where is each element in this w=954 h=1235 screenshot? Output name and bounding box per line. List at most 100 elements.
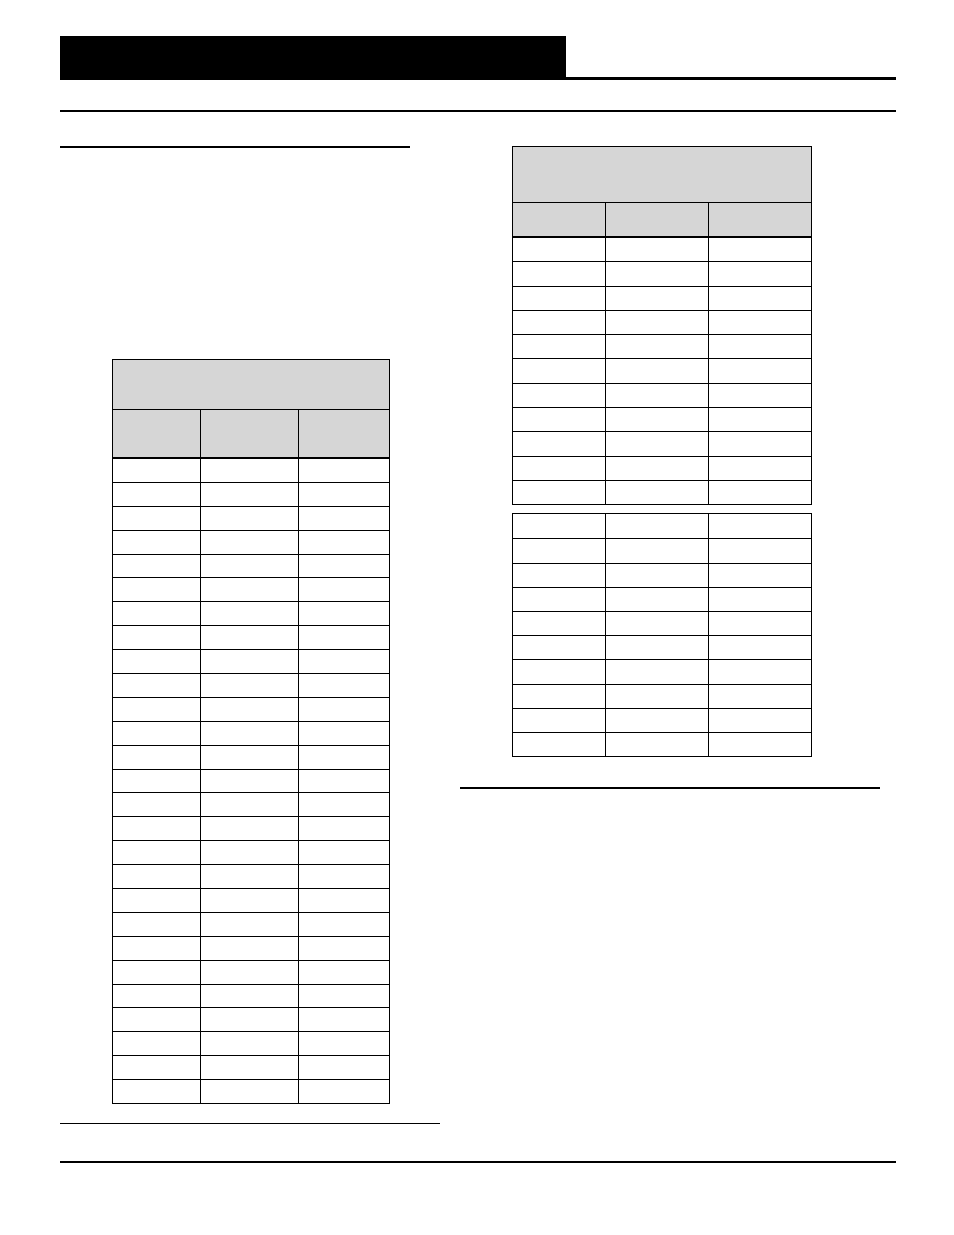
table-cell (606, 684, 708, 708)
table-cell (113, 769, 201, 793)
table-row (513, 732, 811, 756)
table-cell (513, 261, 606, 285)
table-cell (606, 456, 708, 480)
table-row (113, 769, 389, 793)
table-row (513, 563, 811, 587)
table-cell (113, 721, 201, 745)
table-row (513, 708, 811, 732)
table-cell (201, 984, 298, 1008)
table-cell (299, 912, 389, 936)
table-cell (113, 936, 201, 960)
table-cell (606, 587, 708, 611)
table-cell (709, 514, 811, 538)
table-cell (709, 563, 811, 587)
right-table-col-head (709, 203, 811, 237)
table-row (113, 1007, 389, 1031)
right-table (512, 146, 812, 757)
left-footnote-rule (60, 1123, 440, 1124)
left-table-title (113, 360, 389, 410)
table-cell (113, 1055, 201, 1079)
table-cell (113, 1031, 201, 1055)
table-cell (606, 732, 708, 756)
table-cell (299, 506, 389, 530)
table-row (113, 936, 389, 960)
table-row (113, 530, 389, 554)
table-cell (513, 684, 606, 708)
table-cell (709, 286, 811, 310)
table-cell (113, 840, 201, 864)
table-row (113, 792, 389, 816)
table-row (513, 261, 811, 285)
table-row (513, 635, 811, 659)
table-cell (201, 936, 298, 960)
table-cell (299, 769, 389, 793)
table-cell (513, 563, 606, 587)
table-cell (201, 601, 298, 625)
table-cell (299, 864, 389, 888)
table-cell (513, 237, 606, 261)
table-cell (201, 1007, 298, 1031)
table-cell (113, 601, 201, 625)
table-cell (513, 334, 606, 358)
table-row (113, 577, 389, 601)
left-table-col-head (299, 410, 389, 458)
table-cell (606, 310, 708, 334)
table-row (113, 1055, 389, 1079)
table-row (113, 697, 389, 721)
table-cell (606, 611, 708, 635)
right-table-head (513, 203, 811, 237)
table-cell (201, 721, 298, 745)
right-table-title (513, 147, 811, 203)
table-cell (299, 1079, 389, 1103)
table-row (113, 458, 389, 482)
table-cell (113, 458, 201, 482)
table-cell (113, 530, 201, 554)
table-cell (709, 431, 811, 455)
table-cell (513, 358, 606, 382)
table-cell (113, 816, 201, 840)
table-cell (606, 538, 708, 562)
table-row (513, 431, 811, 455)
top-rule (60, 110, 896, 112)
table-cell (299, 601, 389, 625)
table-cell (709, 358, 811, 382)
table-cell (201, 912, 298, 936)
table-cell (606, 480, 708, 504)
table-row (113, 721, 389, 745)
table-cell (709, 456, 811, 480)
table-row (113, 840, 389, 864)
table-row (113, 888, 389, 912)
table-row (513, 538, 811, 562)
table-cell (513, 635, 606, 659)
table-cell (113, 745, 201, 769)
table-cell (201, 530, 298, 554)
table-cell (201, 673, 298, 697)
right-table-bottom (512, 513, 812, 757)
title-banner (60, 36, 566, 80)
table-cell (201, 554, 298, 578)
table-cell (606, 514, 708, 538)
table-cell (113, 506, 201, 530)
table-cell (113, 792, 201, 816)
table-cell (299, 554, 389, 578)
table-cell (513, 514, 606, 538)
table-cell (201, 840, 298, 864)
table-cell (513, 587, 606, 611)
table-cell (201, 1055, 298, 1079)
table-row (113, 601, 389, 625)
table-cell (113, 864, 201, 888)
table-cell (299, 1055, 389, 1079)
table-row (513, 480, 811, 504)
table-cell (513, 480, 606, 504)
table-cell (513, 407, 606, 431)
table-row (513, 456, 811, 480)
right-section-rule (460, 787, 880, 789)
table-cell (201, 649, 298, 673)
table-cell (299, 816, 389, 840)
table-cell (709, 659, 811, 683)
page (0, 0, 954, 1235)
table-cell (299, 625, 389, 649)
table-cell (113, 577, 201, 601)
table-cell (113, 912, 201, 936)
right-table-gap (512, 505, 812, 513)
